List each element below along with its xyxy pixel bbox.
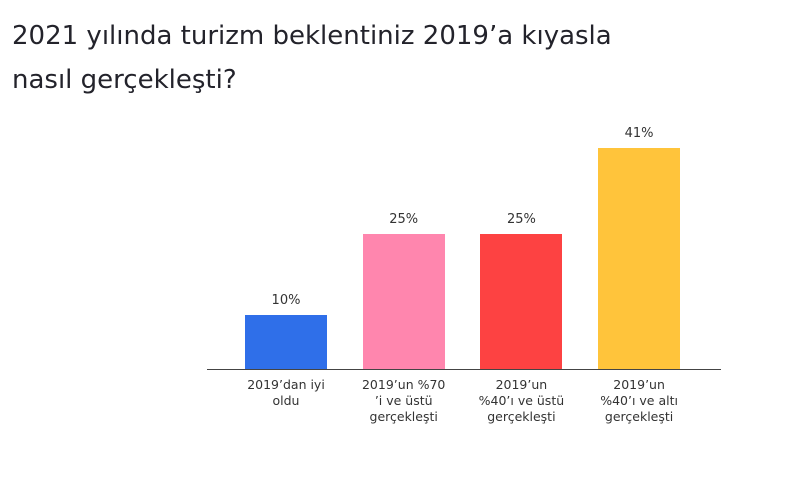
x-tick-label: 2019’un %40’ı ve üstü gerçekleşti <box>478 377 565 424</box>
chart-title: 2021 yılında turizm beklentiniz 2019’a k… <box>12 21 612 95</box>
data-label: 25% <box>389 212 419 228</box>
bar <box>598 148 681 369</box>
bar <box>480 234 563 369</box>
x-axis <box>207 369 721 370</box>
bar <box>245 315 327 369</box>
x-tick-label: 2019’dan iyi oldu <box>247 377 325 408</box>
bar <box>362 234 445 369</box>
data-label: 41% <box>624 126 654 141</box>
data-label: 10% <box>271 293 301 309</box>
x-tick-label: 2019’un %40’ı ve altı gerçekleşti <box>600 377 678 424</box>
data-label: 25% <box>506 212 536 228</box>
x-tick-label: 2019’un %70 ’i ve üstü gerçekleşti <box>361 377 446 424</box>
